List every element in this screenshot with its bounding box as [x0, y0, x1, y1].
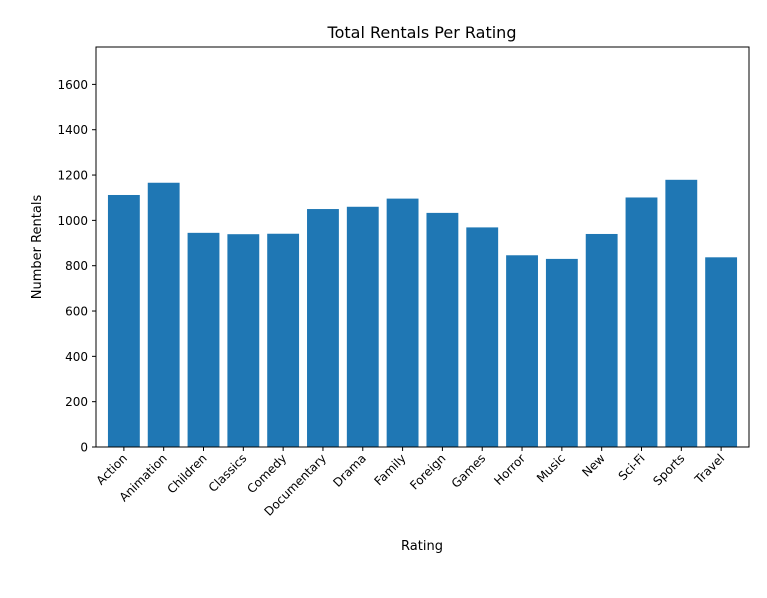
y-tick-label: 1400: [57, 123, 88, 137]
y-tick-label: 0: [80, 441, 88, 455]
x-tick-label: Action: [94, 451, 130, 487]
bar-children: [187, 232, 220, 447]
bar-family: [386, 198, 419, 447]
x-tick-label: Classics: [206, 451, 250, 495]
x-tick-label: Foreign: [407, 451, 448, 492]
x-tick-label: Sports: [650, 451, 687, 488]
bar-travel: [705, 257, 738, 447]
chart-title: Total Rentals Per Rating: [327, 23, 517, 42]
bar-sci-fi: [625, 197, 658, 447]
y-tick-label: 800: [65, 259, 88, 273]
bar-sports: [665, 179, 698, 448]
bars-group: [107, 179, 738, 448]
y-tick-label: 1200: [57, 169, 88, 183]
x-tick-label: Children: [164, 451, 209, 496]
y-tick-label: 200: [65, 395, 88, 409]
bar-animation: [147, 182, 180, 447]
y-axis-label: Number Rentals: [30, 195, 45, 300]
bar-action: [107, 194, 140, 447]
x-tick-label: Music: [534, 451, 568, 485]
bar-horror: [506, 255, 538, 447]
bar-drama: [346, 206, 379, 447]
bar-foreign: [426, 212, 459, 447]
y-tick-label: 1600: [57, 78, 88, 92]
y-tick-label: 400: [65, 350, 88, 364]
bar-documentary: [307, 209, 339, 447]
bar-new: [585, 233, 618, 447]
y-tick-label: 600: [65, 305, 88, 319]
plot-area-frame: [95, 46, 750, 448]
x-tick-label: Drama: [330, 451, 369, 490]
bar-classics: [227, 234, 260, 447]
x-axis-label: Rating: [401, 539, 443, 554]
x-tick-label: Horror: [491, 451, 528, 488]
x-tick-label: New: [579, 451, 608, 480]
bar-music: [545, 258, 578, 447]
bar-comedy: [267, 233, 300, 447]
x-tick-label: Travel: [691, 451, 727, 487]
x-tick-label: Family: [372, 451, 409, 488]
x-tick-label: Sci-Fi: [616, 451, 648, 483]
bar-games: [466, 227, 499, 447]
y-tick-label: 1000: [57, 214, 88, 228]
x-tick-label: Games: [449, 451, 489, 491]
